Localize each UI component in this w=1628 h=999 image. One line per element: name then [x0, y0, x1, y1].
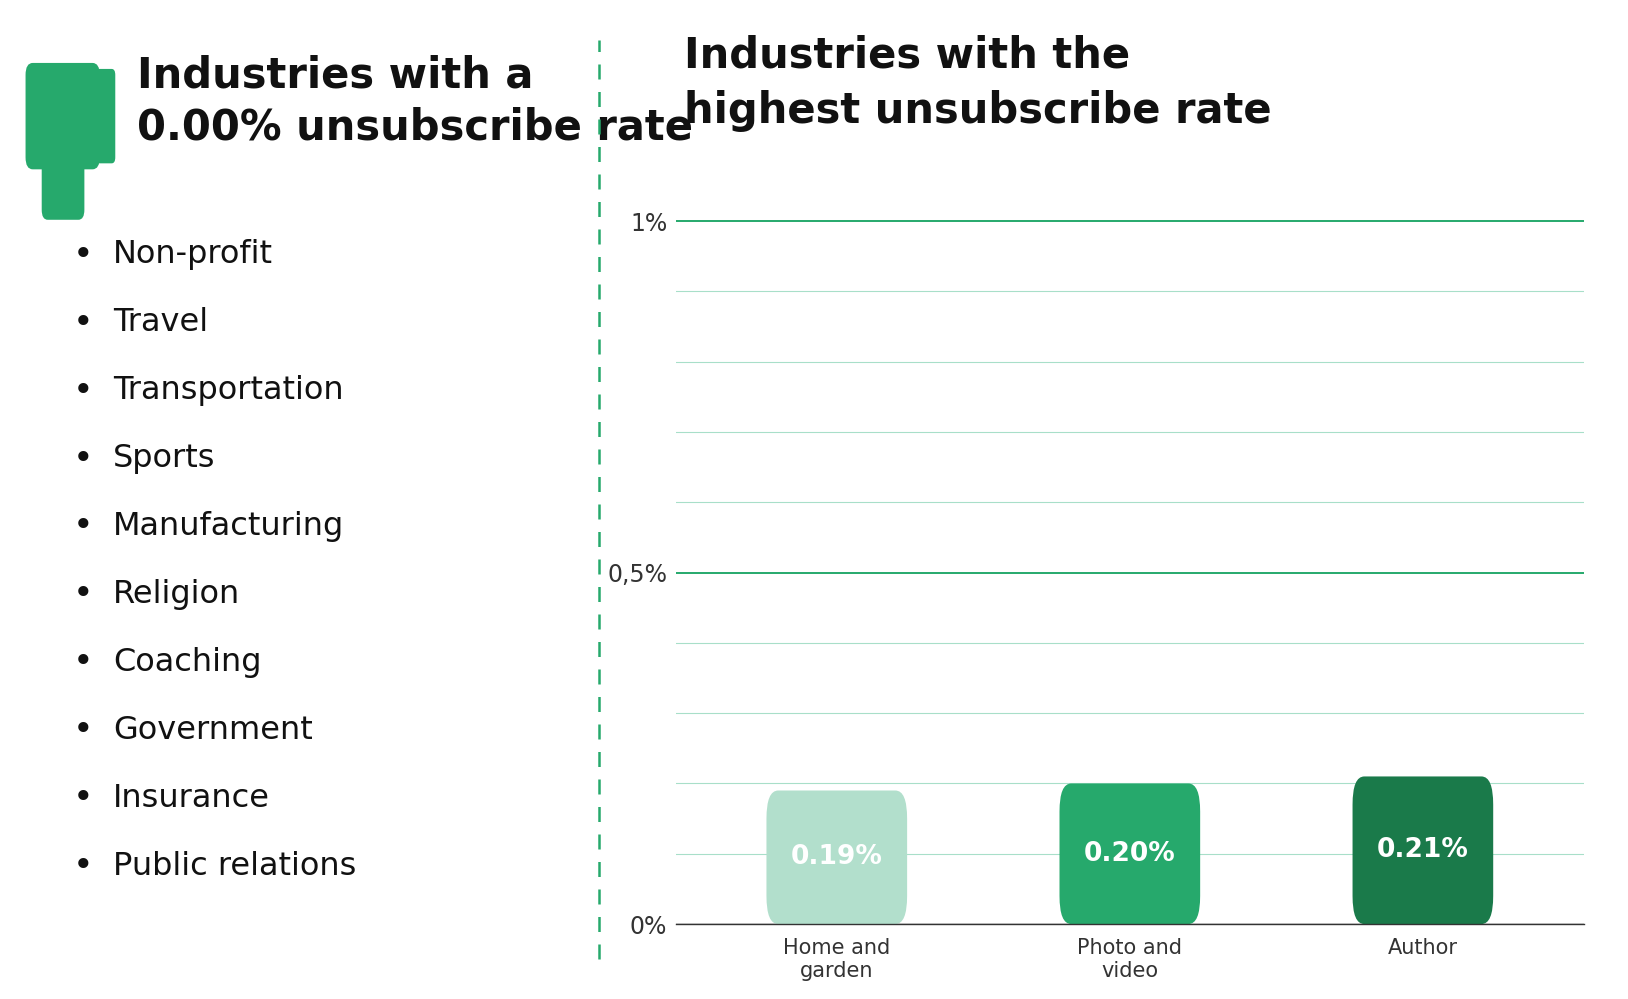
- Text: •: •: [73, 306, 93, 340]
- Text: •: •: [73, 442, 93, 476]
- Text: Transportation: Transportation: [112, 375, 344, 407]
- Text: •: •: [73, 238, 93, 272]
- Text: 0.20%: 0.20%: [1084, 841, 1175, 867]
- Text: •: •: [73, 374, 93, 408]
- FancyBboxPatch shape: [91, 69, 116, 163]
- FancyBboxPatch shape: [42, 137, 85, 220]
- Text: •: •: [73, 713, 93, 747]
- Text: •: •: [73, 849, 93, 883]
- Text: 0.00% unsubscribe rate: 0.00% unsubscribe rate: [137, 107, 692, 149]
- Text: Coaching: Coaching: [112, 646, 262, 678]
- Text: Non-profit: Non-profit: [112, 239, 274, 271]
- FancyBboxPatch shape: [767, 790, 907, 924]
- FancyBboxPatch shape: [26, 63, 99, 169]
- FancyBboxPatch shape: [1353, 776, 1493, 924]
- FancyBboxPatch shape: [1060, 783, 1200, 924]
- Text: Government: Government: [112, 714, 313, 746]
- Text: •: •: [73, 645, 93, 679]
- Text: •: •: [73, 781, 93, 815]
- Text: Sports: Sports: [112, 443, 215, 475]
- Text: Public relations: Public relations: [112, 850, 357, 882]
- Text: highest unsubscribe rate: highest unsubscribe rate: [684, 90, 1271, 132]
- Text: 0.21%: 0.21%: [1377, 837, 1468, 863]
- Text: Insurance: Insurance: [112, 782, 270, 814]
- Text: •: •: [73, 577, 93, 611]
- Text: Travel: Travel: [112, 307, 208, 339]
- Text: Industries with the: Industries with the: [684, 35, 1130, 77]
- Text: Manufacturing: Manufacturing: [112, 510, 344, 542]
- Text: Industries with a: Industries with a: [137, 55, 532, 97]
- Text: •: •: [73, 509, 93, 543]
- Text: 0.19%: 0.19%: [791, 844, 882, 870]
- Text: Religion: Religion: [112, 578, 241, 610]
